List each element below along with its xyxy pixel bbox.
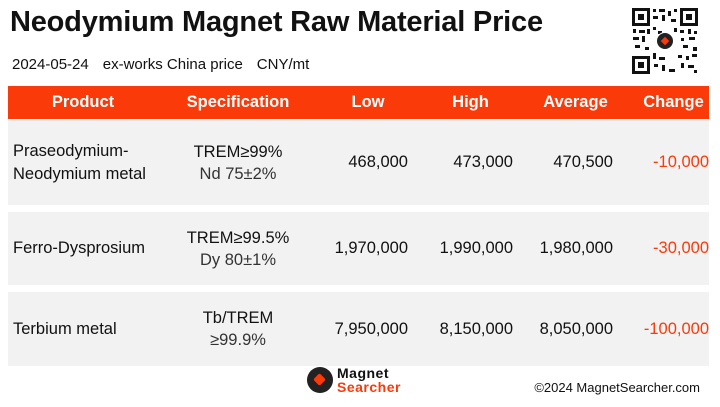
specification-cell: TREM≥99.5% Dy 80±1% (158, 227, 318, 271)
page-title: Neodymium Magnet Raw Material Price (10, 6, 543, 38)
logo-word-searcher: Searcher (337, 379, 401, 395)
spec-line1: TREM≥99.5% (186, 228, 290, 247)
product-cell: Praseodymium- Neodymium metal (8, 140, 158, 186)
spec-line2: ≥99.9% (210, 331, 266, 349)
average-price-cell: 470,500 (553, 153, 613, 171)
change-cell: -30,000 (653, 239, 709, 257)
specification-cell: Tb/TREM ≥99.9% (158, 307, 318, 351)
qr-code-icon (631, 7, 699, 75)
logo-text: Magnet Searcher (337, 366, 401, 394)
table-header: Product Specification Low High Average C… (8, 86, 709, 119)
low-price-cell: 1,970,000 (334, 239, 408, 257)
specification-cell: TREM≥99% Nd 75±2% (158, 141, 318, 185)
column-header-product: Product (51, 93, 115, 111)
product-name-line1: Ferro-Dysprosium (13, 239, 146, 257)
change-cell: -100,000 (643, 319, 709, 338)
product-name-line1: Terbium metal (13, 319, 117, 338)
price-date: 2024-05-24 (12, 56, 89, 73)
average-price-cell: 1,980,000 (539, 239, 613, 257)
price-unit: CNY/mt (256, 56, 310, 73)
high-price-cell: 473,000 (453, 153, 513, 171)
price-table: Product Specification Low High Average C… (8, 86, 709, 366)
copyright-notice: ©2024 MagnetSearcher.com (534, 380, 700, 395)
logo-word-magnet: Magnet (337, 365, 389, 381)
column-header-low: Low (351, 93, 385, 111)
product-name-line2: Neodymium metal (13, 164, 146, 183)
logo-mark-icon (307, 367, 333, 393)
price-basis: ex-works China price (102, 56, 243, 73)
magnet-searcher-logo: Magnet Searcher (307, 366, 401, 394)
spec-line2: Dy 80±1% (199, 250, 276, 269)
product-name-line1: Praseodymium- (13, 141, 129, 160)
change-cell: -10,000 (653, 153, 709, 171)
product-cell: Ferro-Dysprosium (8, 237, 158, 260)
low-price-cell: 468,000 (348, 153, 408, 171)
column-header-specification: Specification (186, 93, 290, 111)
high-price-cell: 8,150,000 (439, 319, 513, 338)
spec-line1: TREM≥99% (193, 142, 283, 161)
high-price-cell: 1,990,000 (439, 239, 513, 257)
low-price-cell: 7,950,000 (334, 319, 408, 338)
table-row: Ferro-Dysprosium TREM≥99.5% Dy 80±1% 1,9… (8, 212, 709, 285)
table-row: Praseodymium- Neodymium metal TREM≥99% N… (8, 120, 709, 205)
spec-line1: Tb/TREM (202, 309, 274, 327)
product-cell: Terbium metal (8, 318, 158, 341)
average-price-cell: 8,050,000 (539, 319, 613, 338)
column-header-change: Change (643, 93, 704, 111)
table-row: Terbium metal Tb/TREM ≥99.9% 7,950,000 8… (8, 292, 709, 366)
spec-line2: Nd 75±2% (199, 164, 277, 183)
column-header-average: Average (543, 93, 608, 111)
column-header-high: High (452, 93, 489, 111)
subtitle: 2024-05-24 ex-works China price CNY/mt (12, 56, 323, 73)
